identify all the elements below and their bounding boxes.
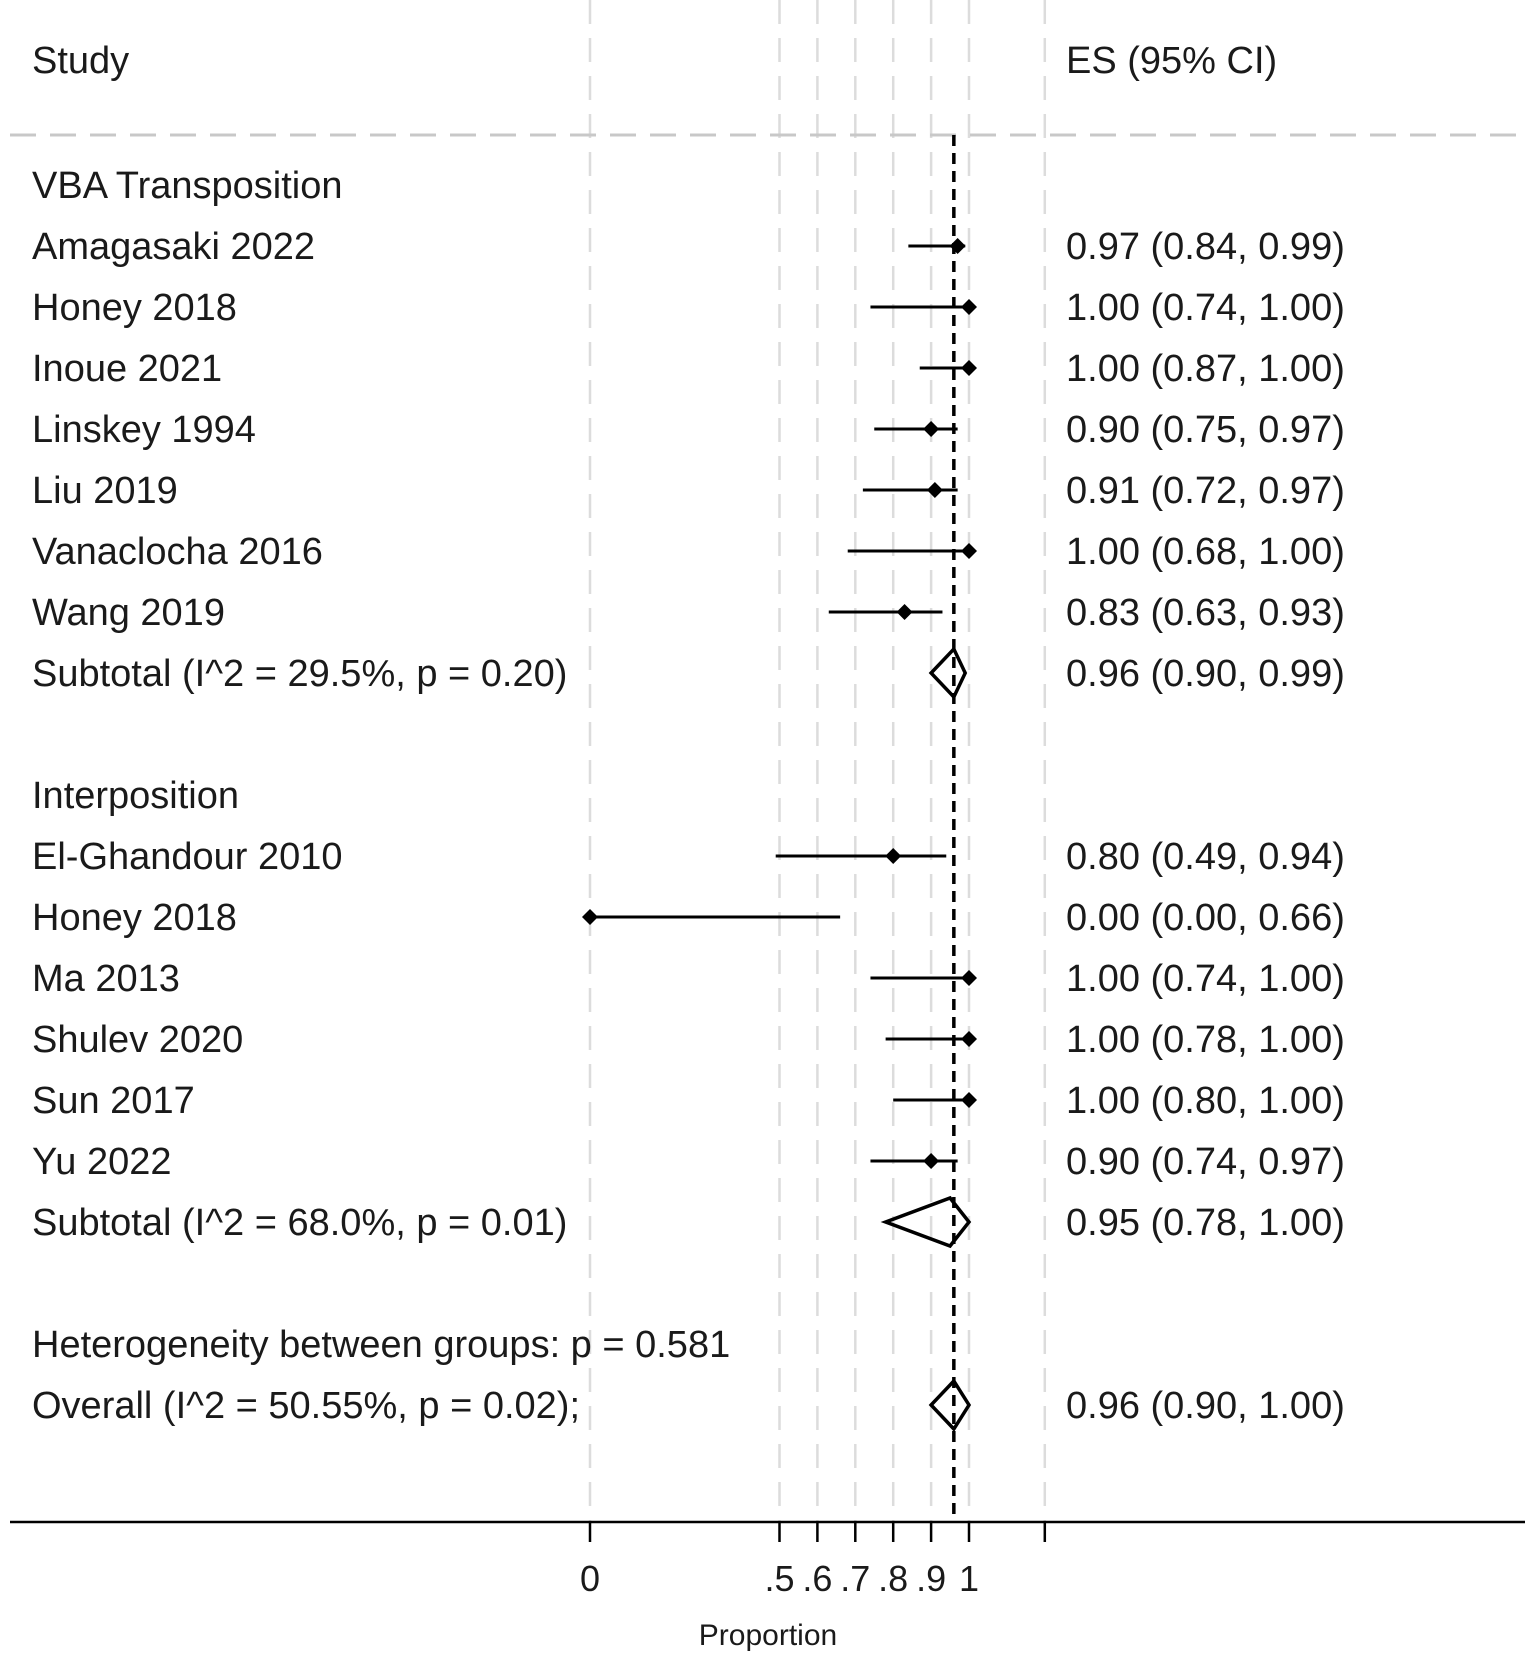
tick-label: .6: [802, 1558, 832, 1599]
point-estimate-marker: [923, 421, 940, 437]
heterogeneity-text: Heterogeneity between groups: p = 0.581: [32, 1324, 730, 1366]
study-label: Linskey 1994: [32, 409, 256, 451]
point-estimate-marker: [961, 1092, 977, 1108]
es-value: 0.00 (0.00, 0.66): [1066, 897, 1345, 939]
es-value: 0.90 (0.74, 0.97): [1066, 1141, 1345, 1183]
overall-es-value: 0.96 (0.90, 1.00): [1066, 1385, 1345, 1427]
es-value: 0.90 (0.75, 0.97): [1066, 409, 1345, 451]
gridlines: [588, 0, 1047, 1522]
point-estimate-marker: [961, 1031, 977, 1047]
study-label: Vanaclocha 2016: [32, 531, 323, 573]
point-estimate-marker: [961, 543, 977, 559]
es-value: 0.83 (0.63, 0.93): [1066, 592, 1345, 634]
point-estimate-marker: [961, 970, 977, 986]
point-estimate-marker: [961, 360, 977, 376]
study-label: Liu 2019: [32, 470, 178, 512]
rows: VBA Transposition Amagasaki 2022 0.97 (0.8…: [32, 135, 1345, 1522]
study-label: Sun 2017: [32, 1080, 195, 1122]
point-estimate-marker: [923, 1153, 940, 1169]
group-heading: Interposition: [32, 775, 239, 817]
point-estimate-marker: [949, 238, 966, 254]
es-value: 1.00 (0.80, 1.00): [1066, 1080, 1345, 1122]
es-value: 1.00 (0.78, 1.00): [1066, 1019, 1345, 1061]
tick-label: .7: [840, 1558, 870, 1599]
es-value: 1.00 (0.74, 1.00): [1066, 287, 1345, 329]
subtotal-label: Subtotal (I^2 = 68.0%, p = 0.01): [32, 1202, 567, 1244]
point-estimate-marker: [885, 848, 902, 864]
es-value: 1.00 (0.74, 1.00): [1066, 958, 1345, 1000]
es-value: 1.00 (0.68, 1.00): [1066, 531, 1345, 573]
subtotal-es-value: 0.95 (0.78, 1.00): [1066, 1202, 1345, 1244]
es-value: 0.80 (0.49, 0.94): [1066, 836, 1345, 878]
study-label: Honey 2018: [32, 897, 237, 939]
study-label: Wang 2019: [32, 592, 225, 634]
study-label: Yu 2022: [32, 1141, 171, 1183]
study-label: El-Ghandour 2010: [32, 836, 343, 878]
study-label: Ma 2013: [32, 958, 180, 1000]
point-estimate-marker: [926, 482, 943, 498]
tick-label: 1: [959, 1558, 979, 1599]
study-label: Amagasaki 2022: [32, 226, 315, 268]
overall-diamond: [928, 1378, 972, 1432]
point-estimate-marker: [961, 299, 977, 315]
x-axis: 0 .5.6.7.8.9 1: [10, 1520, 1525, 1599]
x-axis-label: Proportion: [699, 1619, 837, 1652]
subtotal-diamond: [928, 645, 968, 701]
es-value: 1.00 (0.87, 1.00): [1066, 348, 1345, 390]
subtotal-diamond: [880, 1195, 972, 1249]
point-estimate-marker: [582, 909, 598, 925]
es-value: 0.97 (0.84, 0.99): [1066, 226, 1345, 268]
study-label: Honey 2018: [32, 287, 237, 329]
study-column-header: Study: [32, 40, 129, 82]
group-heading: VBA Transposition: [32, 165, 343, 207]
overall-label: Overall (I^2 = 50.55%, p = 0.02);: [32, 1385, 580, 1427]
es-value: 0.91 (0.72, 0.97): [1066, 470, 1345, 512]
tick-label: .8: [878, 1558, 908, 1599]
subtotal-label: Subtotal (I^2 = 29.5%, p = 0.20): [32, 653, 567, 695]
study-label: Inoue 2021: [32, 348, 222, 390]
study-label: Shulev 2020: [32, 1019, 243, 1061]
tick-label: 0: [580, 1558, 600, 1599]
es-column-header: ES (95% CI): [1066, 40, 1277, 82]
subtotal-es-value: 0.96 (0.90, 0.99): [1066, 653, 1345, 695]
tick-label: .9: [916, 1558, 946, 1599]
point-estimate-marker: [896, 604, 913, 620]
tick-label: .5: [764, 1558, 794, 1599]
